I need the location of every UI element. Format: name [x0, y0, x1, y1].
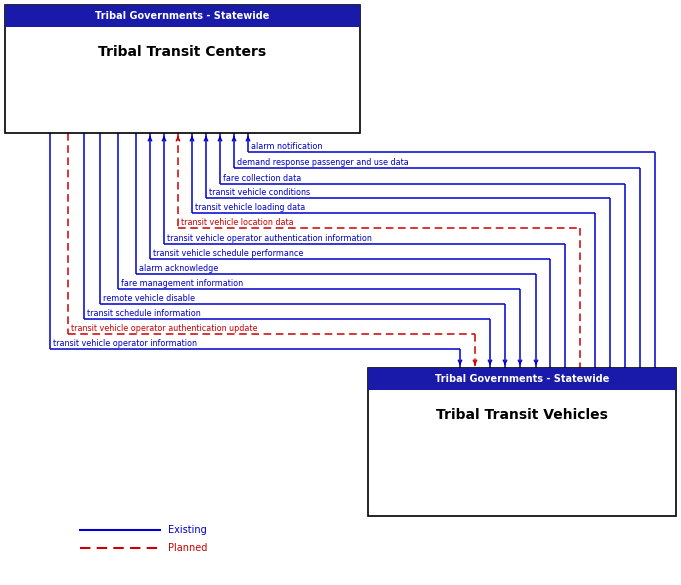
Text: transit vehicle operator information: transit vehicle operator information	[53, 339, 197, 348]
Bar	[368, 368, 676, 516]
Text: Tribal Transit Vehicles: Tribal Transit Vehicles	[436, 408, 608, 422]
Text: Planned: Planned	[168, 543, 208, 553]
Text: transit vehicle conditions: transit vehicle conditions	[209, 188, 310, 197]
Text: fare management information: fare management information	[121, 279, 243, 288]
Bar	[368, 368, 676, 390]
Text: Tribal Transit Centers: Tribal Transit Centers	[99, 45, 266, 59]
Text: alarm acknowledge: alarm acknowledge	[139, 264, 218, 273]
Bar	[5, 5, 360, 133]
Text: Tribal Governments - Statewide: Tribal Governments - Statewide	[434, 374, 609, 384]
Text: Tribal Governments - Statewide: Tribal Governments - Statewide	[95, 11, 270, 21]
Text: transit vehicle loading data: transit vehicle loading data	[195, 203, 305, 212]
Text: Existing: Existing	[168, 525, 207, 535]
Text: fare collection data: fare collection data	[223, 174, 301, 183]
Text: transit schedule information: transit schedule information	[87, 309, 201, 318]
Bar	[5, 5, 360, 27]
Text: transit vehicle operator authentication update: transit vehicle operator authentication …	[71, 324, 257, 333]
Text: remote vehicle disable: remote vehicle disable	[103, 294, 195, 303]
Text: transit vehicle schedule performance: transit vehicle schedule performance	[153, 249, 303, 258]
Text: demand response passenger and use data: demand response passenger and use data	[237, 158, 409, 167]
Text: alarm notification: alarm notification	[251, 142, 322, 151]
Text: transit vehicle location data: transit vehicle location data	[181, 218, 294, 227]
Text: transit vehicle operator authentication information: transit vehicle operator authentication …	[167, 234, 372, 243]
